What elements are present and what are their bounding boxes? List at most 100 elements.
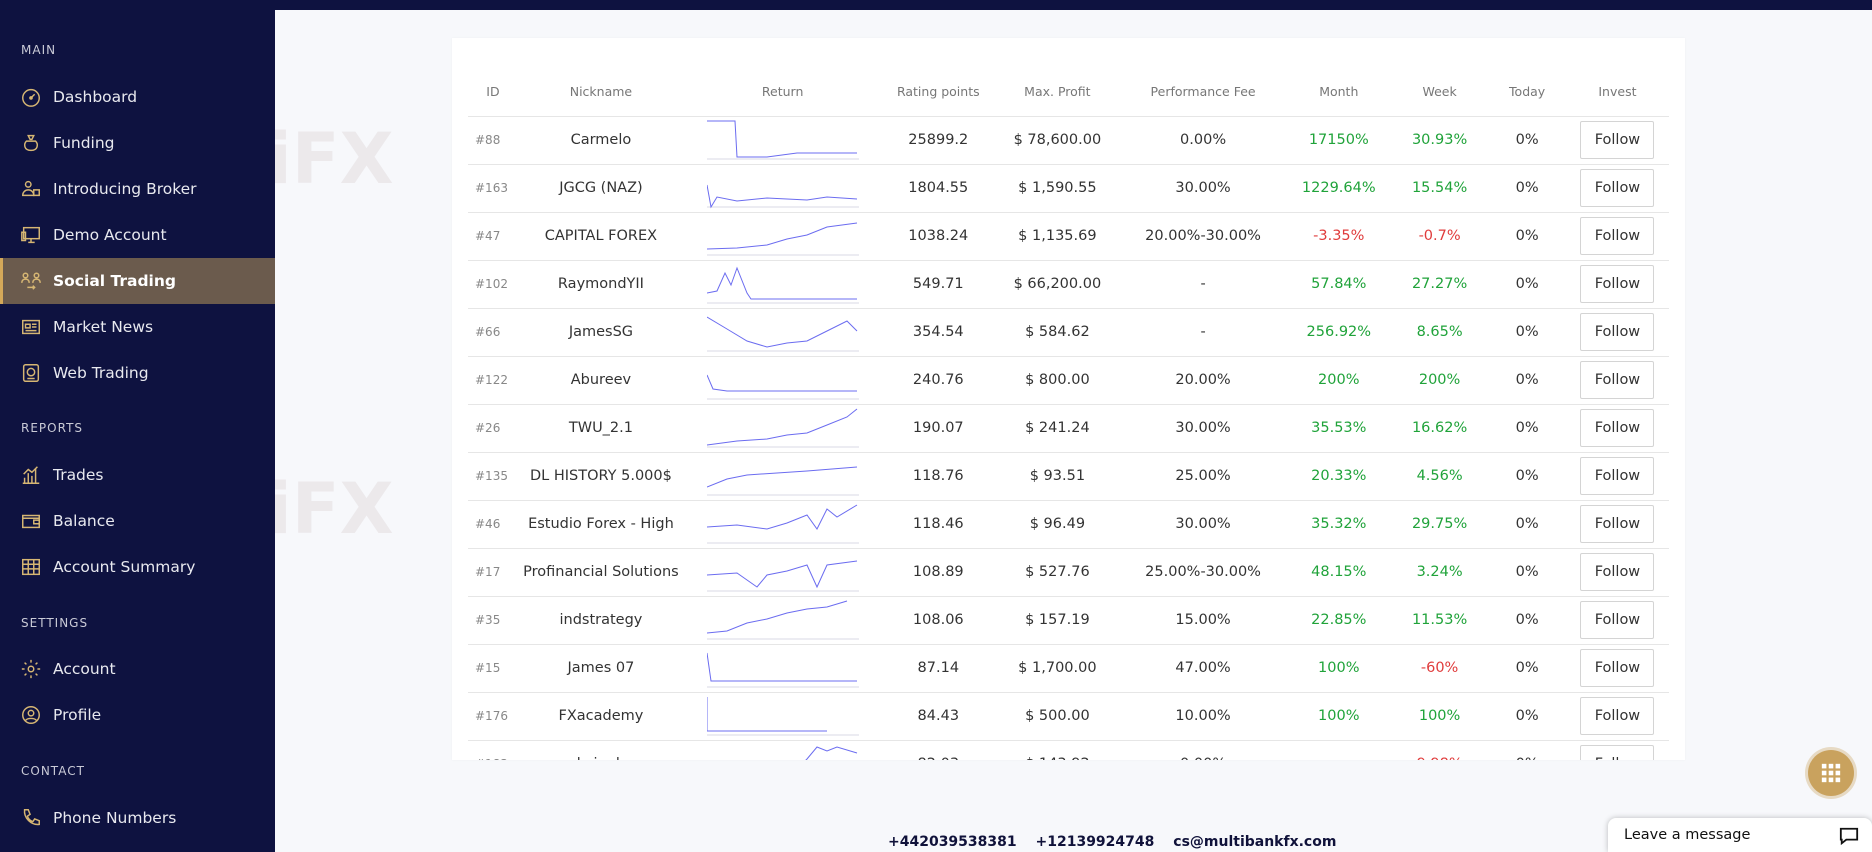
follow-button[interactable]: Follow	[1580, 409, 1655, 447]
table-row[interactable]: #35 indstrategy 108.06 $ 157.19 15.00% 22.85%…	[468, 595, 1669, 644]
cell-return	[684, 211, 882, 260]
table-row[interactable]: #47 CAPITAL FOREX 1038.24 $ 1,135.69 20.00%-…	[468, 211, 1669, 260]
cell-month: 100%	[1286, 691, 1391, 740]
cell-nickname: bsingh	[517, 739, 685, 760]
cell-week: 30.93%	[1390, 115, 1489, 164]
sidebar-item-label: Demo Account	[53, 226, 167, 244]
sidebar-item-dashboard[interactable]: Dashboard	[0, 74, 275, 120]
sidebar-item-label: Web Trading	[53, 364, 149, 382]
cell-max-profit: $ 241.24	[995, 403, 1120, 452]
column-header-performance-fee[interactable]: Performance Fee	[1150, 84, 1256, 100]
cell-return	[684, 691, 882, 740]
sidebar-item-account[interactable]: Account	[0, 646, 275, 692]
table-row[interactable]: #122 Abureev 240.76 $ 800.00 20.00% 200% 200% 0…	[468, 355, 1669, 404]
sparkline-path	[706, 374, 857, 392]
cell-month: 22.85%	[1286, 595, 1391, 644]
cell-today: 0%	[1488, 595, 1566, 644]
sidebar-item-social-trading[interactable]: Social Trading	[0, 258, 275, 304]
cell-week: -60%	[1390, 643, 1489, 692]
sidebar-item-trades[interactable]: Trades	[0, 452, 275, 498]
follow-button[interactable]: Follow	[1580, 649, 1655, 687]
cell-week: 100%	[1390, 691, 1489, 740]
follow-button[interactable]: Follow	[1580, 505, 1655, 543]
sidebar-item-label: Account Summary	[53, 558, 196, 576]
column-header-invest[interactable]: Invest	[1598, 84, 1637, 100]
table-row[interactable]: #176 FXacademy 84.43 $ 500.00 10.00% 100% 100%…	[468, 691, 1669, 740]
section-title-settings: SETTINGS	[21, 616, 89, 630]
column-header-max-profit[interactable]: Max. Profit	[1024, 84, 1091, 100]
column-header-return[interactable]: Return	[761, 84, 804, 100]
bar-chart-icon	[20, 464, 42, 486]
follow-button[interactable]: Follow	[1580, 313, 1655, 351]
follow-button[interactable]: Follow	[1580, 169, 1655, 207]
cell-today: 0%	[1488, 211, 1566, 260]
cell-week: 11.53%	[1390, 595, 1489, 644]
sidebar-item-profile[interactable]: Profile	[0, 692, 275, 738]
table-row[interactable]: #183bsingh 82.03$ 143.920.00% 9.98%0% Follo…	[468, 739, 1669, 760]
table-row[interactable]: #15 James 07 87.14 $ 1,700.00 47.00% 100% -60%…	[468, 643, 1669, 692]
follow-button[interactable]: Follow	[1580, 217, 1655, 255]
table-row[interactable]: #135 DL HISTORY 5.000$ 118.76 $ 93.51 25.00%…	[468, 451, 1669, 500]
sidebar-item-web-trading[interactable]: Web Trading	[0, 350, 275, 396]
follow-button[interactable]: Follow	[1580, 697, 1655, 735]
apps-button[interactable]	[1808, 750, 1854, 796]
sparkline-path	[706, 316, 857, 348]
follow-button[interactable]: Follow	[1580, 457, 1655, 495]
table-row[interactable]: #66 JamesSG 354.54 $ 584.62-256.92% 8.65% 0% F…	[468, 307, 1669, 356]
cell-week: 27.27%	[1390, 259, 1489, 308]
table-header-row: ID Nickname Return Rating points Max. Pr…	[468, 72, 1669, 116]
footer-phone-1[interactable]: +442039538381	[888, 834, 1017, 850]
sidebar-item-balance[interactable]: Balance	[0, 498, 275, 544]
follow-button[interactable]: Follow	[1580, 265, 1655, 303]
column-header-nickname[interactable]: Nickname	[569, 84, 633, 100]
footer-phone-2[interactable]: +12139924748	[1035, 834, 1155, 850]
column-header-rating-points[interactable]: Rating points	[896, 84, 980, 100]
sparkline-path	[805, 746, 857, 760]
chat-widget[interactable]: Leave a message	[1608, 818, 1872, 852]
footer-email[interactable]: cs@multibankfx.com	[1173, 834, 1337, 850]
follow-button[interactable]: Follow	[1580, 745, 1655, 760]
follow-button[interactable]: Follow	[1580, 361, 1655, 399]
cell-id: #176	[468, 691, 518, 740]
cell-today: 0%	[1488, 691, 1566, 740]
table-row[interactable]: #17 Profinancial Solutions 108.89 $ 527.76 2…	[468, 547, 1669, 596]
follow-button[interactable]: Follow	[1580, 601, 1655, 639]
table-row[interactable]: #102 RaymondYII 549.71 $ 66,200.00-57.84% 27…	[468, 259, 1669, 308]
sidebar-item-label: Balance	[53, 512, 115, 530]
sidebar-item-account-summary[interactable]: Account Summary	[0, 544, 275, 590]
cell-max-profit: $ 800.00	[995, 355, 1120, 404]
cell-month: 200%	[1286, 355, 1391, 404]
sidebar-item-funding[interactable]: Funding	[0, 120, 275, 166]
follow-button[interactable]: Follow	[1580, 121, 1655, 159]
table-row[interactable]: #163 JGCG (NAZ) 1804.55 $ 1,590.55 30.00% 122…	[468, 163, 1669, 212]
column-header-today[interactable]: Today	[1509, 84, 1546, 100]
cell-week: 3.24%	[1390, 547, 1489, 596]
table-row[interactable]: #26 TWU_2.1 190.07 $ 241.24 30.00% 35.53% 16.6…	[468, 403, 1669, 452]
cell-max-profit: $ 527.76	[995, 547, 1120, 596]
sidebar-item-market-news[interactable]: Market News	[0, 304, 275, 350]
user-circle-icon	[20, 704, 42, 726]
return-sparkline	[706, 560, 859, 592]
table-row[interactable]: #46 Estudio Forex - High 118.46 $ 96.49 30.0…	[468, 499, 1669, 548]
sidebar-item-introducing-broker[interactable]: Introducing Broker	[0, 166, 275, 212]
money-bag-icon	[20, 132, 42, 154]
cell-invest: Follow	[1565, 115, 1669, 164]
cell-week: 4.56%	[1390, 451, 1489, 500]
cell-rating-points: 87.14	[881, 643, 996, 692]
column-header-month[interactable]: Month	[1319, 84, 1359, 100]
cell-nickname: Abureev	[517, 355, 685, 404]
cell-id: #66	[468, 307, 518, 356]
column-header-id[interactable]: ID	[486, 84, 500, 100]
cell-max-profit: $ 1,135.69	[995, 211, 1120, 260]
traders-table: ID Nickname Return Rating points Max. Pr…	[468, 72, 1669, 760]
cell-today: 0%	[1488, 547, 1566, 596]
column-header-week[interactable]: Week	[1422, 84, 1457, 100]
cell-performance-fee: 15.00%	[1119, 595, 1287, 644]
sidebar-item-label: Account	[53, 660, 116, 678]
sidebar-item-phone-numbers[interactable]: Phone Numbers	[0, 795, 275, 841]
table-row[interactable]: #88 Carmelo 25899.2 $ 78,600.00 0.00% 17150% 3…	[468, 115, 1669, 164]
sidebar-item-label: Social Trading	[53, 272, 176, 290]
cell-performance-fee: -	[1119, 259, 1287, 308]
sidebar-item-demo-account[interactable]: Demo Account	[0, 212, 275, 258]
follow-button[interactable]: Follow	[1580, 553, 1655, 591]
